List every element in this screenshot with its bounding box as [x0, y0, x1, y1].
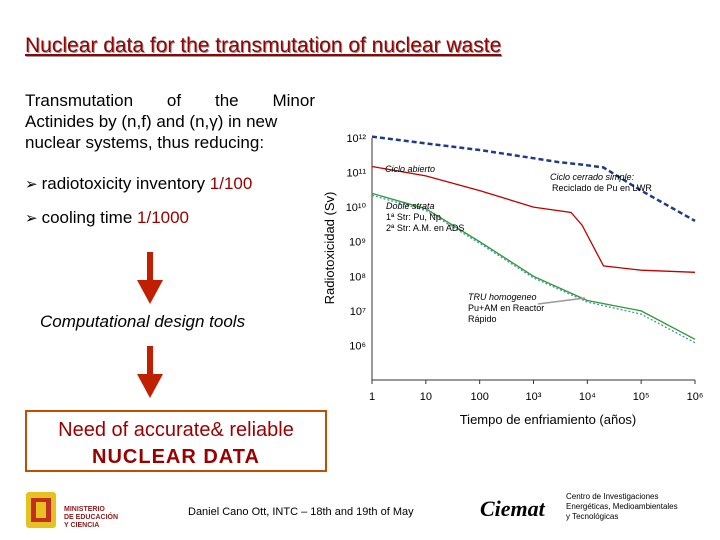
bullet-text: radiotoxicity inventory	[41, 174, 210, 193]
y-tick-label: 10⁷	[350, 306, 366, 318]
label-reciclado: Reciclado de Pu en LWR	[552, 183, 652, 193]
arrow-bullet-icon: ➢	[25, 209, 38, 227]
label-tru: TRU homogeneo	[468, 292, 537, 302]
need-line-2: NUCLEAR DATA	[92, 446, 260, 468]
x-tick-label: 10⁵	[633, 391, 650, 403]
ciemat-sub-line: y Tecnológicas	[566, 512, 619, 521]
ministry-line: Y CIENCIA	[64, 522, 100, 529]
ciemat-sub-line: Centro de Investigaciones	[566, 492, 659, 501]
x-tick-label: 10³	[526, 391, 542, 403]
label-ciclo-abierto: Ciclo abierto	[385, 164, 435, 174]
x-tick-label: 100	[470, 391, 488, 403]
coat-of-arms-icon	[26, 492, 56, 528]
design-tools-label: Computational design tools	[40, 312, 246, 331]
ministry-line: MINISTERIO	[64, 506, 105, 513]
label-tru2: Pu+AM en Reactor	[468, 303, 544, 313]
intro-paragraph: Transmutation of the Minor Actinides by …	[25, 90, 315, 153]
ciemat-sub-line: Energéticas, Medioambientales	[566, 502, 678, 511]
bullet-value: 1/1000	[137, 208, 190, 227]
label-doble1: 1ª Str: Pu, Np	[386, 212, 441, 222]
label-doble2: 2ª Str: A.M. en ADS	[386, 223, 464, 233]
bullet-cooling-time: ➢ cooling time 1/1000	[25, 208, 189, 228]
series-line-1	[371, 165, 696, 273]
x-tick-label: 10⁴	[579, 391, 596, 403]
label-doble: Doble strata	[386, 201, 435, 211]
ministry-line: DE EDUCACIÓN	[64, 514, 119, 521]
intro-word: of	[166, 91, 182, 110]
y-tick-label: 10¹²	[346, 133, 366, 145]
arrow-bullet-icon: ➢	[25, 175, 38, 193]
x-tick-label: 10	[420, 391, 432, 403]
bullet-text: cooling time	[41, 208, 138, 227]
y-tick-label: 10⁸	[349, 271, 366, 283]
ciemat-logo: Ciemat	[480, 496, 545, 521]
nuclear-data-box: Need of accurate& reliable NUCLEAR DATA	[25, 410, 327, 472]
footer-author: Daniel Cano Ott, INTC – 18th and 19th of…	[188, 506, 414, 518]
need-line-1: Need of accurate& reliable	[58, 419, 294, 441]
bullet-value: 1/100	[209, 174, 253, 193]
down-arrow-icon	[137, 346, 163, 398]
bullet-radiotoxicity: ➢ radiotoxicity inventory 1/100	[25, 174, 252, 194]
intro-word: Minor	[272, 91, 315, 110]
y-axis-label: Radiotoxicidad (Sv)	[322, 192, 337, 305]
ciemat-subtitle: Centro de Investigaciones Energéticas, M…	[566, 492, 678, 522]
radiotoxicity-chart: Radiotoxicidad (Sv) Tiempo de enfriamien…	[322, 133, 704, 427]
x-axis-label: Tiempo de enfriamiento (años)	[460, 412, 637, 427]
series-line-3	[371, 194, 696, 344]
intro-line-2: Actinides by (n,f) and (n,γ) in new	[25, 112, 278, 131]
y-tick-label: 10¹⁰	[346, 202, 367, 214]
intro-word: Transmutation	[25, 91, 134, 110]
slide-title: Nuclear data for the transmutation of nu…	[25, 34, 502, 57]
label-tru3: Rápido	[468, 314, 497, 324]
y-tick-label: 10⁶	[349, 340, 366, 352]
ministry-text: MINISTERIO DE EDUCACIÓN Y CIENCIA	[64, 506, 118, 530]
ministry-logo	[22, 490, 60, 535]
intro-line-3: nuclear systems, thus reducing:	[25, 133, 265, 152]
down-arrow-icon	[137, 252, 163, 304]
intro-word: the	[214, 91, 239, 110]
series-line-2	[371, 192, 696, 340]
intro-line-1: Transmutation of the Minor	[25, 90, 315, 111]
x-tick-label: 1	[369, 391, 375, 403]
x-tick-label: 10⁶	[687, 391, 704, 403]
annotation-arrow	[537, 297, 586, 305]
label-ciclo-cerrado: Ciclo cerrado simple:	[550, 172, 635, 182]
series-line-0	[371, 135, 696, 222]
y-tick-label: 10¹¹	[346, 168, 366, 180]
y-tick-label: 10⁹	[349, 237, 366, 249]
